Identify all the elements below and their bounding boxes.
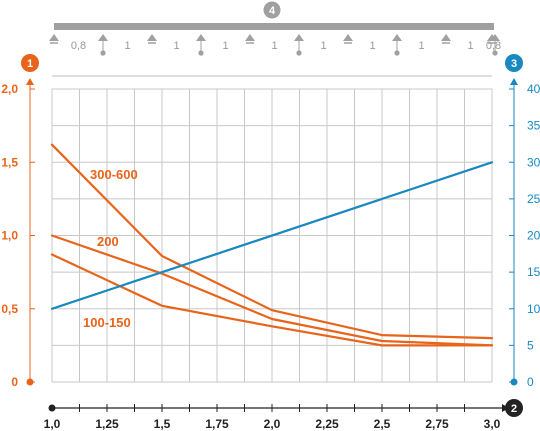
support-triangle: [98, 34, 108, 41]
badge-4-label: 4: [269, 5, 276, 17]
series-label-100-150: 100-150: [83, 315, 131, 330]
series-line-right: [50, 161, 494, 310]
support-icon: [147, 34, 157, 44]
support-pin: [198, 50, 204, 56]
support-icon: [343, 34, 353, 44]
x-tick-label: 1,0: [44, 417, 61, 431]
left-axis-arrow: [26, 78, 34, 85]
x-tick-label: 1,75: [205, 417, 229, 431]
x-axis-origin-dot: [48, 404, 56, 412]
span-label: 1: [418, 40, 424, 52]
support-triangle: [196, 34, 206, 41]
support-icon: [294, 34, 304, 56]
right-tick-label: 20: [527, 229, 540, 243]
support-triangle: [49, 34, 59, 41]
right-tick-label: 10: [527, 302, 540, 316]
left-tick-label: 0: [11, 375, 18, 389]
support-icon: [49, 34, 59, 44]
badge-3: [505, 54, 523, 72]
badge-2: [505, 399, 523, 417]
x-tick-label: 1,25: [95, 417, 119, 431]
span-label: 1: [222, 40, 228, 52]
support-triangle: [245, 34, 255, 41]
support-triangle: [487, 34, 497, 41]
support-pin: [100, 50, 106, 56]
right-axis-arrow: [510, 78, 518, 85]
left-tick-label: 1,0: [1, 229, 18, 243]
support-pin: [296, 50, 302, 56]
left-tick-label: 2,0: [1, 82, 18, 96]
span-label: 1: [467, 40, 473, 52]
span-label: 0,8: [486, 40, 501, 52]
x-tick-label: 2,0: [264, 417, 281, 431]
series-line-200: [50, 234, 494, 347]
badge-3-label: 3: [511, 58, 517, 70]
support-icon: [392, 34, 402, 56]
right-tick-label: 30: [527, 155, 540, 169]
support-triangle: [343, 34, 353, 41]
left-tick-label: 0,5: [1, 302, 18, 316]
support-triangle: [392, 34, 402, 41]
badge-4: [263, 1, 281, 19]
left-tick-label: 1,5: [1, 155, 18, 169]
right-tick-label: 15: [527, 265, 540, 279]
right-tick-label: 25: [527, 192, 540, 206]
x-tick-label: 2,5: [374, 417, 391, 431]
span-label: 0,8: [71, 40, 86, 52]
support-icon: [487, 34, 497, 44]
series-label-300-600: 300-600: [90, 167, 138, 182]
x-tick-label: 1,5: [154, 417, 171, 431]
beam: [54, 23, 494, 30]
support-icon: [196, 34, 206, 56]
span-label: 1: [124, 40, 130, 52]
right-tick-label: 0: [527, 375, 534, 389]
support-icon: [441, 34, 451, 44]
x-tick-label: 2,25: [315, 417, 339, 431]
series-line-100-150: [50, 253, 494, 347]
support-icon: [245, 34, 255, 44]
right-tick-label: 5: [527, 338, 534, 352]
span-label: 1: [320, 40, 326, 52]
support-pin: [492, 50, 498, 56]
badge-1-label: 1: [27, 58, 33, 70]
support-triangle: [441, 34, 451, 41]
support-triangle: [147, 34, 157, 41]
x-tick-label: 3,0: [484, 417, 501, 431]
span-label: 1: [369, 40, 375, 52]
support-icon: [98, 34, 108, 56]
span-label: 1: [271, 40, 277, 52]
badge-1: [21, 54, 39, 72]
support-triangle: [294, 34, 304, 41]
series-label-200: 200: [97, 234, 119, 249]
badge-2-label: 2: [511, 403, 517, 415]
right-tick-label: 40: [527, 82, 540, 96]
support-pin: [394, 50, 400, 56]
span-label: 1: [173, 40, 179, 52]
x-tick-label: 2,75: [425, 417, 449, 431]
right-tick-label: 35: [527, 119, 540, 133]
series-line-300-600: [50, 143, 494, 340]
